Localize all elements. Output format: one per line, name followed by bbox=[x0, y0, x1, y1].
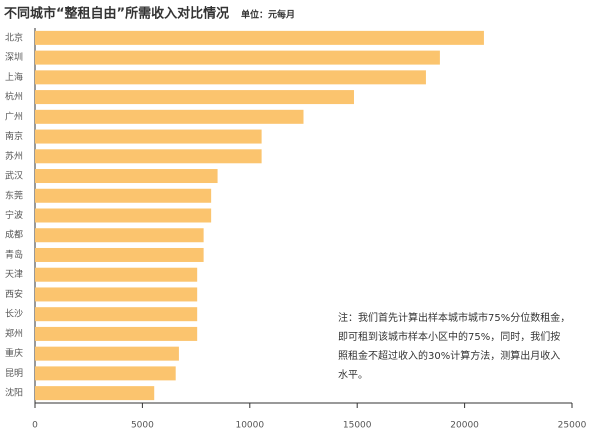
category-label: 北京 bbox=[5, 31, 23, 43]
bar bbox=[35, 247, 204, 262]
bar bbox=[35, 70, 426, 85]
bar bbox=[35, 208, 212, 223]
bar bbox=[35, 50, 440, 65]
category-label: 武汉 bbox=[5, 170, 23, 182]
bar bbox=[35, 228, 204, 243]
category-label: 杭州 bbox=[5, 91, 23, 103]
category-label: 天津 bbox=[5, 269, 23, 280]
bar bbox=[35, 366, 176, 381]
bar bbox=[35, 90, 354, 105]
x-tick-label: 0 bbox=[32, 421, 38, 431]
note-line: 注：我们首先计算出样本城市城市75%分位数租金， bbox=[338, 311, 570, 324]
bar bbox=[35, 386, 155, 401]
x-tick-label: 10000 bbox=[235, 421, 264, 431]
bar bbox=[35, 149, 262, 164]
bar bbox=[35, 169, 218, 184]
category-label: 东莞 bbox=[5, 189, 23, 201]
bar bbox=[35, 188, 212, 203]
category-label: 沈阳 bbox=[5, 387, 23, 399]
category-label: 宁波 bbox=[5, 209, 23, 221]
category-label: 郑州 bbox=[5, 327, 23, 339]
x-tick-label: 20000 bbox=[450, 421, 479, 431]
category-label: 西安 bbox=[5, 288, 23, 300]
note-line: 照租金不超过收入的30%计算方法，测算出月收入 bbox=[338, 349, 560, 362]
chart-title: 不同城市“整租自由”所需收入对比情况 bbox=[4, 6, 229, 22]
bar bbox=[35, 326, 198, 341]
x-tick-label: 15000 bbox=[343, 421, 372, 431]
category-label: 广州 bbox=[5, 110, 23, 122]
bar bbox=[35, 109, 304, 124]
category-label: 成都 bbox=[5, 229, 23, 241]
bar bbox=[35, 30, 484, 45]
category-label: 青岛 bbox=[5, 248, 23, 260]
category-label: 南京 bbox=[5, 130, 23, 142]
note-line: 即可租到该城市样本小区中的75%，同时，我们按 bbox=[338, 330, 560, 343]
category-label: 昆明 bbox=[5, 368, 23, 379]
bar bbox=[35, 307, 198, 322]
category-label: 长沙 bbox=[5, 308, 23, 320]
bar bbox=[35, 129, 262, 144]
category-label: 上海 bbox=[5, 71, 23, 83]
category-label: 深圳 bbox=[5, 52, 23, 63]
category-label: 苏州 bbox=[5, 150, 23, 162]
x-tick-label: 25000 bbox=[558, 421, 587, 431]
unit-label: 单位：元每月 bbox=[241, 9, 295, 21]
note-line: 水平。 bbox=[338, 369, 368, 381]
bar bbox=[35, 287, 198, 302]
bar bbox=[35, 346, 179, 361]
category-label: 重庆 bbox=[5, 347, 23, 359]
bar bbox=[35, 267, 198, 282]
x-tick-label: 5000 bbox=[131, 421, 154, 431]
